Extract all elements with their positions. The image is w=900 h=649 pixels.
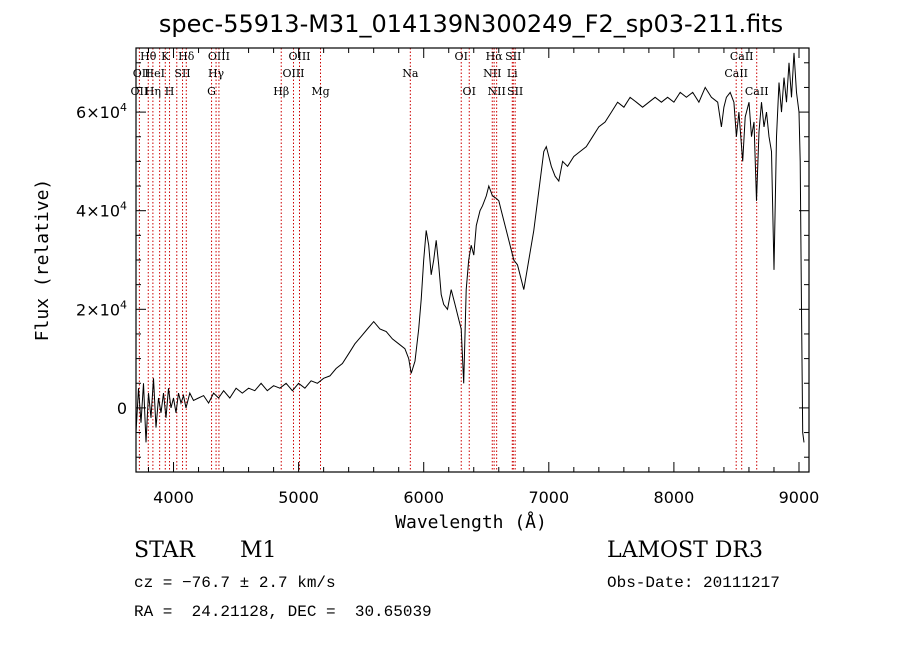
y-tick-label: 6×104 bbox=[76, 101, 127, 122]
line-label: K bbox=[161, 50, 170, 63]
obs-date: Obs-Date: 20111217 bbox=[607, 574, 780, 592]
y-tick-label: 2×104 bbox=[76, 298, 127, 319]
line-label: CaII bbox=[724, 67, 748, 80]
line-label: Hα bbox=[486, 50, 504, 63]
redshift-info: cz = −76.7 ± 2.7 km/s bbox=[134, 574, 336, 592]
object-subclass: M1 bbox=[240, 538, 277, 563]
line-label: OII bbox=[133, 67, 151, 80]
y-axis-label: Flux (relative) bbox=[32, 179, 53, 342]
x-tick-label: 7000 bbox=[528, 488, 569, 507]
line-label: OII bbox=[131, 85, 149, 98]
x-tick-label: 4000 bbox=[153, 488, 194, 507]
line-label: OIII bbox=[282, 67, 304, 80]
line-label: Hθ bbox=[140, 50, 157, 63]
y-tick-label: 0 bbox=[117, 399, 127, 418]
x-tick-label: 8000 bbox=[654, 488, 695, 507]
line-label: Hγ bbox=[208, 67, 225, 80]
line-label: OIII bbox=[208, 50, 230, 63]
line-label: NII bbox=[487, 85, 505, 98]
line-label: Li bbox=[507, 67, 518, 80]
x-tick-label: 5000 bbox=[278, 488, 319, 507]
line-annotation-group bbox=[138, 48, 758, 472]
line-label: OIII bbox=[288, 50, 310, 63]
survey-name: LAMOST DR3 bbox=[607, 538, 763, 563]
line-label: SII bbox=[174, 67, 190, 80]
line-label: Mg bbox=[311, 85, 329, 98]
plot-frame bbox=[135, 47, 810, 473]
line-label: Hβ bbox=[273, 85, 289, 98]
x-tick-label: 6000 bbox=[403, 488, 444, 507]
coordinates: RA = 24.21128, DEC = 30.65039 bbox=[134, 603, 432, 621]
line-label: NII bbox=[483, 67, 501, 80]
line-label: OI bbox=[455, 50, 468, 63]
x-tick-label: 9000 bbox=[779, 488, 820, 507]
y-axis: 0 2×104 4×104 6×104 bbox=[76, 62, 809, 458]
line-label: H bbox=[165, 85, 175, 98]
line-label: CaII bbox=[730, 50, 754, 63]
x-axis-label: Wavelength (Å) bbox=[395, 511, 547, 533]
line-label: OI bbox=[463, 85, 476, 98]
chart-title: spec-55913-M31_014139N300249_F2_sp03-211… bbox=[159, 10, 783, 38]
line-label: Hη bbox=[145, 85, 161, 98]
object-class: STAR bbox=[134, 538, 195, 563]
line-label: SII bbox=[507, 85, 523, 98]
line-label-group: OII OII Hθ Hη HeI K H SII Hδ G OIII Hγ Hβ OIII OIII Mg N… bbox=[131, 50, 769, 98]
x-axis: 4000 5000 6000 7000 8000 9000 bbox=[148, 48, 820, 507]
line-label: Na bbox=[402, 67, 419, 80]
line-label: SII bbox=[505, 50, 521, 63]
line-label: HeI bbox=[145, 67, 165, 80]
y-tick-label: 4×104 bbox=[76, 200, 127, 221]
line-label: CaII bbox=[745, 85, 769, 98]
line-label: G bbox=[207, 85, 216, 98]
line-label: Hδ bbox=[178, 50, 195, 63]
spectrum-series bbox=[135, 52, 805, 443]
